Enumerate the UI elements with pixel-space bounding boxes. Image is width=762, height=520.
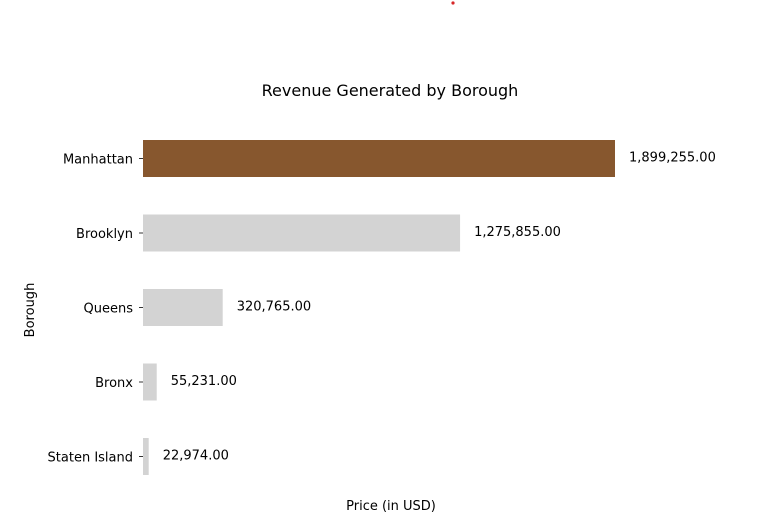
bar-value-label: 22,974.00 [163,449,229,464]
bar-staten-island [143,438,149,475]
bar-value-label: 55,231.00 [171,374,237,389]
bar-brooklyn [143,214,461,252]
bar-value-label: 1,899,255.00 [629,151,716,166]
bar-bronx [143,363,157,401]
bar-manhattan [143,140,615,177]
y-tick-label: Brooklyn [76,227,133,242]
y-tick-label: Staten Island [48,451,133,466]
y-tick-label: Manhattan [63,153,133,168]
bars-group: Manhattan 1,899,255.00 Brooklyn 1,275,855.0… [48,140,716,475]
x-axis-label: Price (in USD) [346,499,436,514]
y-tick-label: Bronx [95,376,133,391]
bar-queens [143,289,223,326]
bar-value-label: 320,765.00 [237,300,311,315]
marker-dot [451,1,455,5]
chart-title: Revenue Generated by Borough [262,81,519,100]
y-tick-label: Queens [84,302,134,317]
y-axis-label: Borough [23,283,38,338]
bar-value-label: 1,275,855.00 [474,225,561,240]
